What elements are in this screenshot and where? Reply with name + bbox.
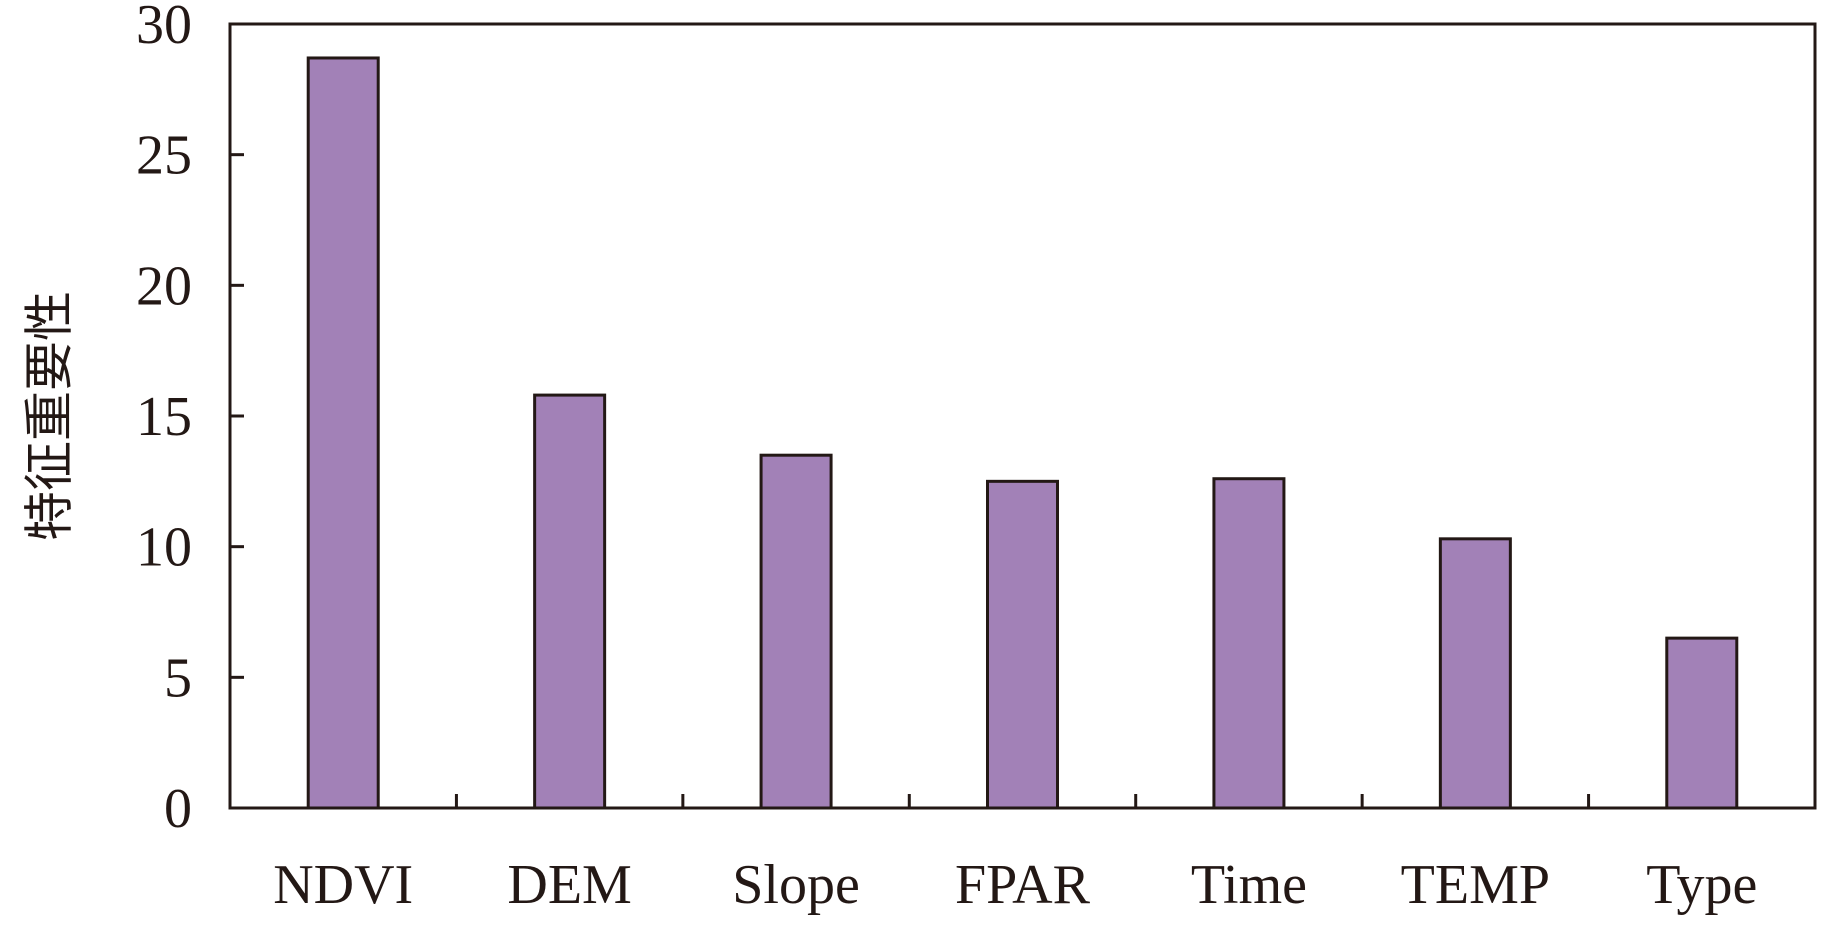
y-tick-label: 5	[164, 647, 192, 709]
bar-slope	[759, 453, 833, 810]
bars	[306, 56, 1739, 810]
y-axis-label: 特征重要性	[21, 291, 77, 541]
bar-ndvi	[306, 56, 380, 810]
bar-type	[1665, 636, 1739, 810]
y-tick-label: 25	[136, 125, 192, 187]
x-tick-label: Slope	[732, 854, 860, 916]
x-tick-label: Time	[1191, 854, 1307, 916]
x-tick-label: TEMP	[1401, 854, 1550, 916]
x-tick-label: Type	[1646, 854, 1757, 916]
x-axis: NDVI DEM Slope FPAR Time TEMP Type	[273, 794, 1757, 916]
y-tick-label: 15	[136, 386, 192, 448]
bar-dem	[533, 393, 607, 810]
bar-temp	[1438, 537, 1512, 810]
bar-time	[1212, 477, 1286, 810]
x-tick-label: NDVI	[273, 854, 413, 916]
y-tick-label: 30	[136, 0, 192, 56]
bar-fpar	[986, 479, 1059, 810]
x-tick-label: FPAR	[955, 854, 1091, 916]
y-tick-label: 20	[136, 255, 192, 317]
y-axis: 0 5 10 15 20 25 30	[136, 0, 244, 840]
y-tick-label: 10	[136, 517, 192, 579]
x-tick-label: DEM	[507, 854, 631, 916]
y-tick-label: 0	[164, 778, 192, 840]
